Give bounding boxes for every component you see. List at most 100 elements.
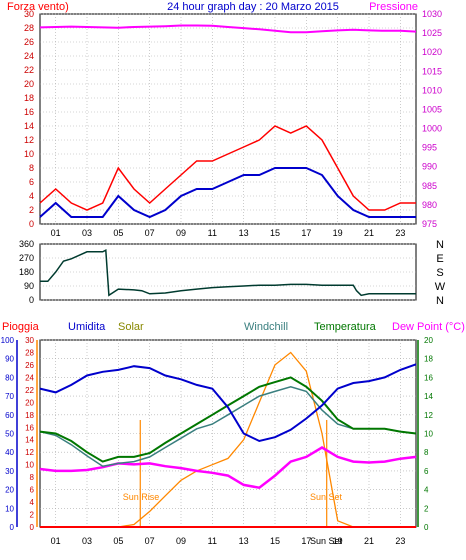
sensor-x-tick-label: 23	[395, 536, 405, 546]
humidity-tick-label: 40	[5, 448, 14, 457]
humidity-line	[39, 363, 417, 443]
direction-line	[40, 249, 416, 297]
pressure-tick-label: 1000	[422, 124, 442, 134]
wind-tick-label: 22	[24, 65, 34, 75]
legend-temperature: Temperatura	[314, 321, 377, 333]
temperature-tick-label: 10	[424, 430, 433, 439]
pressure-tick-label: 1030	[422, 9, 442, 19]
pressure-line	[39, 24, 417, 34]
sun-rise-label: Sun Rise	[123, 492, 160, 502]
sensor-x-tick-label: 11	[208, 536, 217, 546]
pressure-tick-label: 990	[422, 162, 437, 172]
x-tick-label: 09	[176, 228, 186, 238]
legend-humidity: Umidita	[68, 321, 106, 333]
humidity-tick-label: 80	[5, 373, 14, 382]
sensor-x-tick-label: 19	[333, 536, 343, 546]
sun-set-x-label: Sun Set	[310, 536, 343, 546]
solar-tick-label: 22	[25, 386, 34, 395]
sensor-panel-series	[39, 351, 417, 528]
x-tick-label: 07	[145, 228, 155, 238]
pressure-tick-label: 980	[422, 200, 437, 210]
x-tick-label: 23	[395, 228, 405, 238]
sensor-x-tick-label: 05	[113, 536, 123, 546]
temperature-tick-label: 4	[424, 486, 429, 495]
direction-tick-label: 270	[19, 253, 34, 263]
solar-tick-label: 26	[25, 361, 34, 370]
solar-tick-label: 12	[25, 448, 34, 457]
sensor-x-tick-label: 13	[239, 536, 249, 546]
wind-axis-title: Forza vento)	[7, 1, 69, 13]
wind-tick-label: 2	[29, 205, 34, 215]
legend-dewpoint: Dew Point (°C)	[392, 321, 465, 333]
x-tick-label: 21	[364, 228, 374, 238]
solar-tick-label: 24	[25, 373, 34, 382]
wind-tick-label: 10	[24, 149, 34, 159]
wind-tick-label: 0	[29, 219, 34, 229]
temperature-tick-label: 16	[424, 373, 433, 382]
humidity-tick-label: 50	[5, 430, 14, 439]
humidity-tick-label: 100	[1, 336, 15, 345]
direction-tick-label: 180	[19, 267, 34, 277]
dewpoint-line	[39, 446, 417, 490]
sensor-x-tick-label: 09	[176, 536, 186, 546]
wind-panel-frame	[39, 13, 417, 225]
sensor-x-tick-label: 21	[364, 536, 374, 546]
pressure-axis-title: Pressione	[369, 1, 418, 13]
temperature-tick-label: 6	[424, 467, 429, 476]
solar-tick-label: 20	[25, 398, 34, 407]
x-tick-label: 19	[333, 228, 343, 238]
x-tick-label: 11	[208, 228, 217, 238]
wind-tick-label: 16	[24, 107, 34, 117]
pressure-axis-ticks: 975 980 985 990 995 1000 1005 1010 1015 1020 1025 1…	[422, 9, 442, 229]
x-tick-label: 17	[301, 228, 311, 238]
wind-tick-label: 12	[24, 135, 34, 145]
legend-solar: Solar	[118, 321, 144, 333]
wind-tick-label: 26	[24, 37, 34, 47]
direction-tick-label: 360	[19, 239, 34, 249]
compass-label: S	[436, 267, 443, 279]
sensor-x-tick-label: 07	[145, 536, 155, 546]
humidity-tick-label: 20	[5, 486, 14, 495]
humidity-tick-label: 0	[10, 523, 15, 532]
humidity-tick-label: 60	[5, 411, 14, 420]
pressure-tick-label: 985	[422, 181, 437, 191]
wind-avg-line	[39, 167, 416, 219]
wind-gust-line	[39, 125, 416, 211]
chart-title: 24 hour graph day : 20 Marzo 2015	[167, 1, 339, 13]
humidity-tick-label: 30	[5, 467, 14, 476]
wind-tick-label: 24	[24, 51, 34, 61]
solar-tick-label: 4	[30, 498, 35, 507]
pressure-tick-label: 1025	[422, 28, 442, 38]
temperature-tick-label: 0	[424, 523, 429, 532]
solar-tick-label: 30	[25, 336, 34, 345]
solar-tick-label: 2	[30, 511, 35, 520]
x-tick-label: 13	[239, 228, 249, 238]
x-tick-label: 03	[82, 228, 92, 238]
temperature-tick-label: 14	[424, 392, 433, 401]
pressure-tick-label: 1015	[422, 66, 442, 76]
direction-axis-ticks: 0 90 180 270 360	[19, 239, 34, 305]
solar-tick-label: 16	[25, 423, 34, 432]
wind-tick-label: 6	[29, 177, 34, 187]
legend-rain: Pioggia	[2, 321, 40, 333]
solar-tick-label: 10	[25, 461, 34, 470]
wind-tick-label: 30	[24, 9, 34, 19]
sun-set-label: Sun Set	[310, 492, 343, 502]
pressure-tick-label: 1020	[422, 47, 442, 57]
pressure-tick-label: 1010	[422, 85, 442, 95]
direction-tick-label: 90	[24, 281, 34, 291]
compass-label: N	[436, 239, 444, 251]
solar-tick-label: 28	[25, 348, 34, 357]
x-tick-label: 15	[270, 228, 280, 238]
wind-tick-label: 18	[24, 93, 34, 103]
wind-tick-label: 20	[24, 79, 34, 89]
pressure-tick-label: 1005	[422, 104, 442, 114]
sensor-x-tick-label: 01	[51, 536, 61, 546]
solar-tick-label: 8	[30, 473, 35, 482]
sensor-x-tick-label: 15	[270, 536, 280, 546]
solar-tick-label: 6	[30, 486, 35, 495]
